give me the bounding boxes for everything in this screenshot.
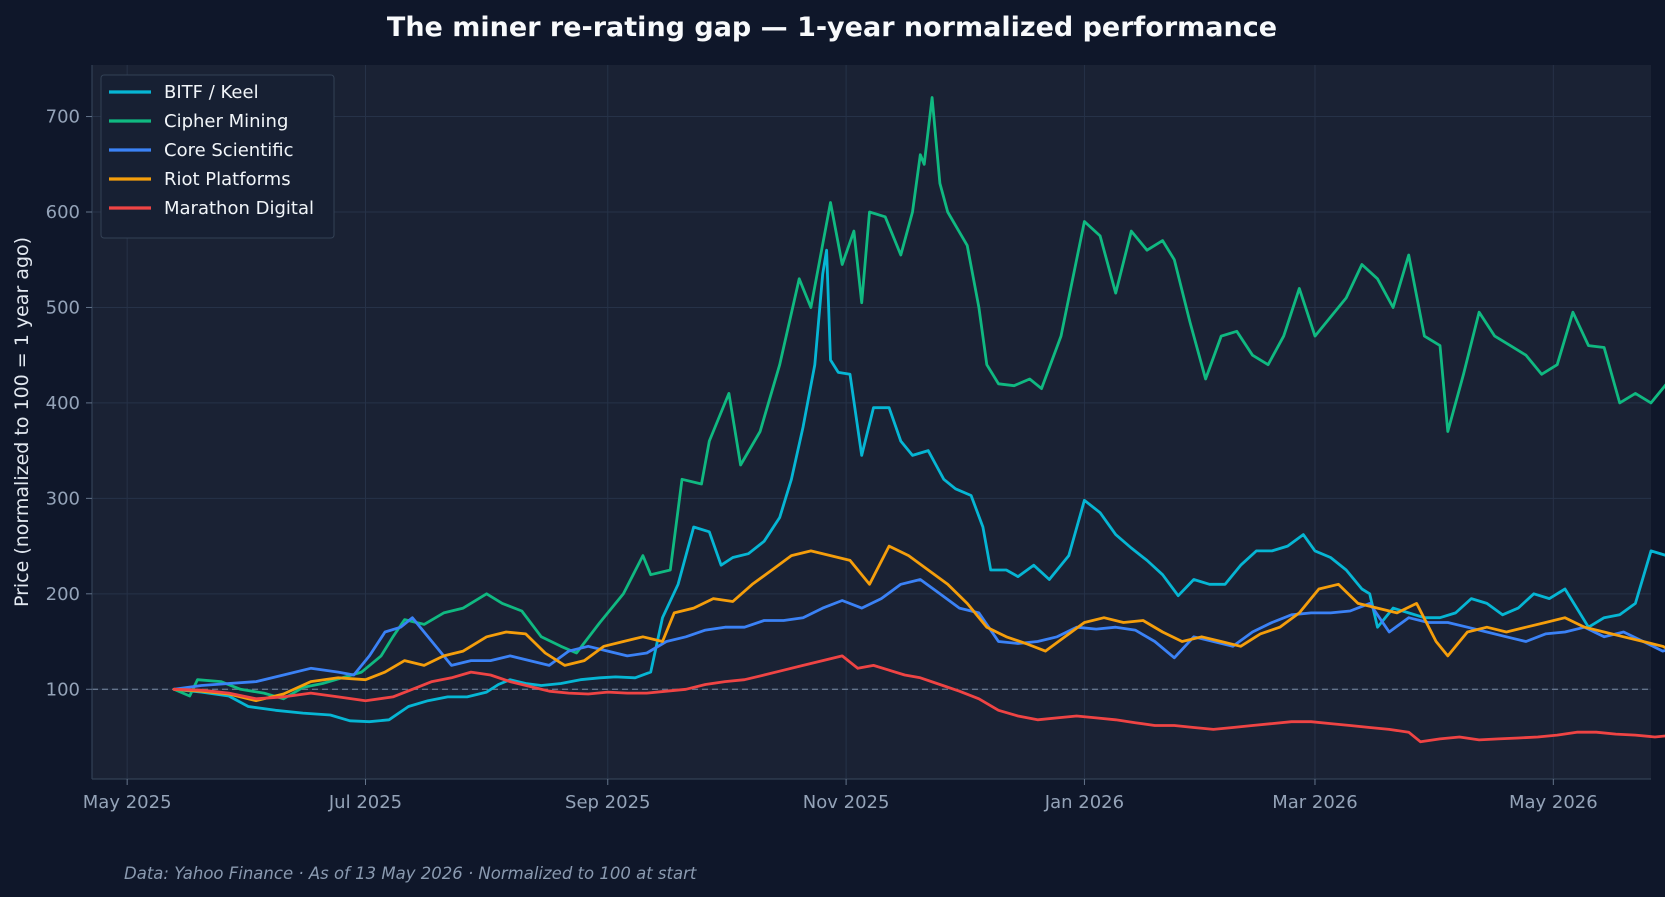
legend-box [100, 74, 335, 239]
y-axis-label: Price (normalized to 100 = 1 year ago) [11, 237, 33, 607]
legend: BITF / Keel Cipher Mining Core Scientific R… [100, 74, 335, 239]
y-tick-label: 700 [46, 107, 80, 128]
legend-label: BITF / Keel [164, 82, 259, 103]
legend-label: Riot Platforms [164, 169, 291, 190]
series-line-4 [172, 654, 1665, 744]
series-line-1 [172, 96, 1665, 701]
ticks: 100 200 300 400 500 600 700 May 2025 Jul 2025 Sep… [46, 107, 1598, 813]
footnote: Data: Yahoo Finance · As of 13 May 2026 … [124, 864, 697, 883]
chart-title: The miner re-rating gap — 1-year normali… [387, 12, 1277, 43]
y-tick-label: 200 [46, 584, 80, 605]
series-line-0 [172, 248, 1665, 724]
x-tick-label: Jan 2026 [1044, 792, 1124, 813]
plot-area [92, 65, 1651, 779]
legend-label: Marathon Digital [164, 198, 314, 219]
x-tick-label: Nov 2025 [803, 792, 890, 813]
series-layer [172, 96, 1665, 744]
legend-items: BITF / Keel Cipher Mining Core Scientific R… [109, 82, 314, 219]
y-tick-label: 100 [46, 679, 80, 700]
legend-label: Core Scientific [164, 140, 293, 161]
x-tick-label: May 2025 [83, 792, 172, 813]
y-tick-label: 500 [46, 297, 80, 318]
y-tick-label: 600 [46, 202, 80, 223]
x-tick-label: Mar 2026 [1272, 792, 1358, 813]
x-tick-label: Jul 2025 [328, 792, 402, 813]
x-tick-label: Sep 2025 [565, 792, 650, 813]
y-tick-label: 400 [46, 393, 80, 414]
y-tick-label: 300 [46, 488, 80, 509]
series-line-3 [172, 544, 1665, 703]
x-tick-label: May 2026 [1509, 792, 1598, 813]
legend-label: Cipher Mining [164, 111, 288, 132]
